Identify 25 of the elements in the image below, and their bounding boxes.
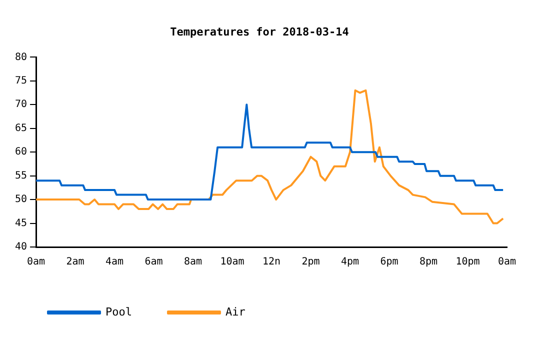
chart-title: Temperatures for 2018-03-14 (170, 25, 350, 38)
y-tick-label: 45 (14, 218, 28, 229)
legend-label: Air (225, 305, 246, 318)
y-tick-label: 65 (14, 122, 28, 134)
legend-label: Pool (106, 305, 132, 318)
y-tick-label: 50 (14, 194, 28, 206)
y-tick-label: 60 (14, 146, 28, 158)
x-tick-label: 0am (27, 256, 46, 268)
x-tick-label: 4am (106, 256, 124, 268)
x-tick-label: 6am (144, 256, 163, 268)
x-tick-label: 2am (66, 256, 84, 268)
x-tick-label: 2pm (302, 256, 320, 268)
x-tick-label: 10am (220, 256, 244, 268)
y-tick-label: 80 (14, 52, 28, 63)
y-tick-label: 55 (14, 170, 28, 182)
x-tick-label: 10pm (456, 256, 480, 268)
y-tick-label: 70 (14, 99, 28, 110)
x-tick-label: 0am (498, 256, 516, 268)
x-tick-label: 8pm (419, 256, 438, 268)
x-tick-label: 6pm (380, 256, 398, 268)
x-tick-label: 12n (262, 256, 281, 268)
x-tick-label: 4pm (340, 256, 360, 268)
y-tick-label: 75 (14, 76, 28, 87)
y-tick-label: 40 (14, 242, 28, 253)
x-tick-label: 8am (184, 256, 202, 268)
